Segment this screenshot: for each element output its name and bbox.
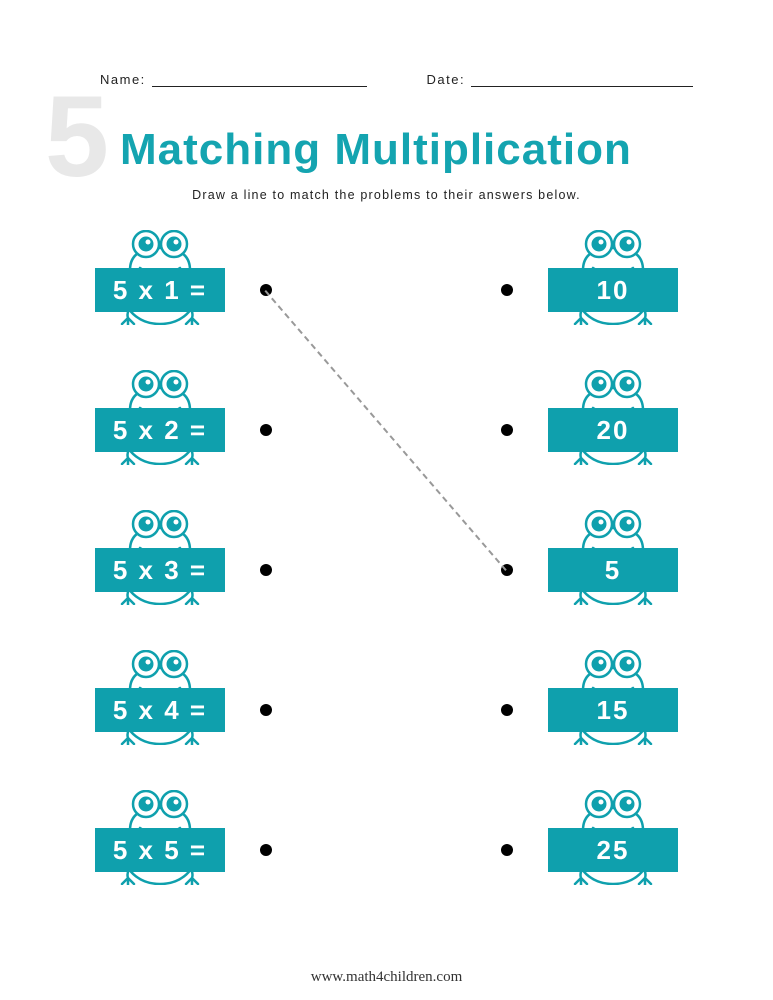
problem-sign: 5 x 2 = xyxy=(95,408,225,452)
answer-text: 10 xyxy=(597,275,630,306)
date-label: Date: xyxy=(427,72,466,87)
page-title: Matching Multiplication xyxy=(120,125,632,175)
answer-dot[interactable] xyxy=(501,844,513,856)
answer-frog: 25 xyxy=(538,790,688,885)
name-label: Name: xyxy=(100,72,146,87)
answer-sign: 25 xyxy=(548,828,678,872)
answer-dot[interactable] xyxy=(501,424,513,436)
problem-dot[interactable] xyxy=(260,704,272,716)
answer-text: 5 xyxy=(605,555,621,586)
problem-dot[interactable] xyxy=(260,424,272,436)
name-line xyxy=(152,86,367,87)
answer-frog: 5 xyxy=(538,510,688,605)
problem-frog: 5 x 3 = xyxy=(85,510,235,605)
answer-sign: 5 xyxy=(548,548,678,592)
header-fields: Name: Date: xyxy=(100,72,693,87)
problem-frog: 5 x 1 = xyxy=(85,230,235,325)
date-line xyxy=(471,86,693,87)
problem-sign: 5 x 5 = xyxy=(95,828,225,872)
answer-sign: 10 xyxy=(548,268,678,312)
problem-frog: 5 x 2 = xyxy=(85,370,235,465)
problem-dot[interactable] xyxy=(260,564,272,576)
problem-sign: 5 x 3 = xyxy=(95,548,225,592)
match-row: 5 x 1 = 10 xyxy=(85,230,688,340)
answer-text: 25 xyxy=(597,835,630,866)
answer-text: 15 xyxy=(597,695,630,726)
problem-dot[interactable] xyxy=(260,844,272,856)
answer-frog: 10 xyxy=(538,230,688,325)
match-row: 5 x 5 = 25 xyxy=(85,790,688,900)
problem-text: 5 x 5 = xyxy=(113,835,207,866)
date-field[interactable]: Date: xyxy=(427,72,694,87)
answer-frog: 20 xyxy=(538,370,688,465)
match-row: 5 x 4 = 15 xyxy=(85,650,688,760)
problem-text: 5 x 3 = xyxy=(113,555,207,586)
problem-sign: 5 x 4 = xyxy=(95,688,225,732)
answer-text: 20 xyxy=(597,415,630,446)
match-row: 5 x 2 = 20 xyxy=(85,370,688,480)
match-row: 5 x 3 = 5 xyxy=(85,510,688,620)
name-field[interactable]: Name: xyxy=(100,72,367,87)
problem-text: 5 x 4 = xyxy=(113,695,207,726)
background-number: 5 xyxy=(45,80,104,195)
answer-dot[interactable] xyxy=(501,704,513,716)
problem-text: 5 x 2 = xyxy=(113,415,207,446)
problem-frog: 5 x 5 = xyxy=(85,790,235,885)
footer-url: www.math4children.com xyxy=(0,969,773,986)
answer-sign: 15 xyxy=(548,688,678,732)
matching-area: 5 x 1 = 10 xyxy=(85,230,688,940)
answer-dot[interactable] xyxy=(501,284,513,296)
answer-frog: 15 xyxy=(538,650,688,745)
problem-frog: 5 x 4 = xyxy=(85,650,235,745)
problem-text: 5 x 1 = xyxy=(113,275,207,306)
instructions: Draw a line to match the problems to the… xyxy=(0,188,773,202)
problem-sign: 5 x 1 = xyxy=(95,268,225,312)
answer-sign: 20 xyxy=(548,408,678,452)
